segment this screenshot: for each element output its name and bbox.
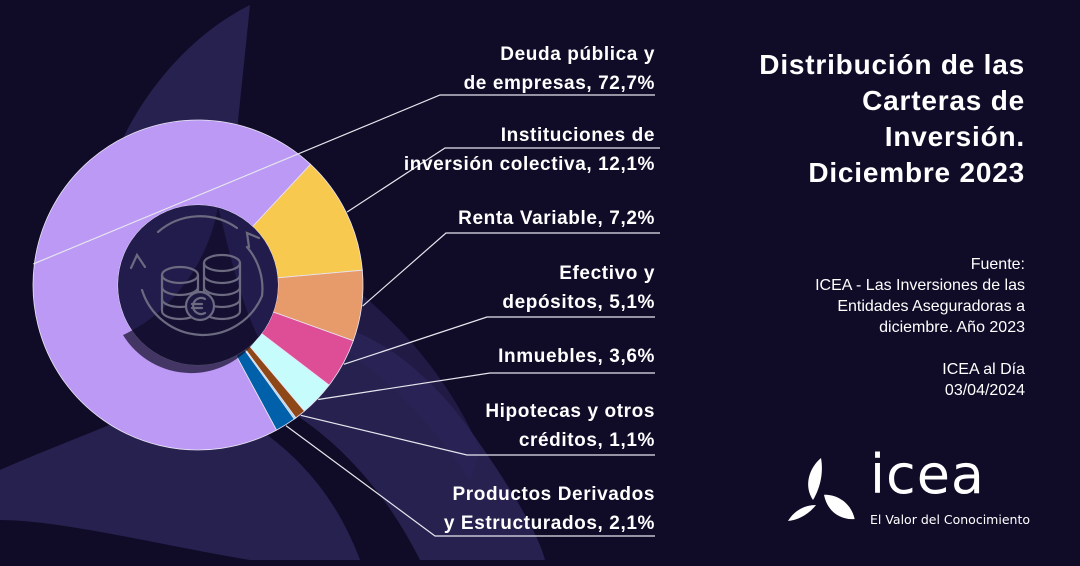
label-hipotecas: Hipotecas y otros créditos, 1,1% [485,397,655,455]
label-efectivo-line1: Efectivo y [559,263,655,284]
source-date: 03/04/2024 [944,382,1025,399]
leader-lines [33,94,660,537]
icea-leaf-icon [788,458,855,521]
leader-line-renta-variable [362,232,660,307]
leader-line-deuda-p-blica-y-de-empresas [33,94,655,265]
title-line-1: Distribución de las [759,49,1025,80]
leader-line-inmuebles [318,372,655,401]
label-derivados-line2: y Estructurados, 2,1% [443,513,655,534]
page-title: Distribución de las Carteras de Inversió… [685,47,1025,191]
label-instituciones-line1: Instituciones de [500,125,655,146]
label-deuda: Deuda pública y de empresas, 72,7% [464,40,655,98]
source-line-3: diciembre. Año 2023 [879,319,1025,336]
source-heading: Fuente: [970,256,1025,273]
icea-logo: icea El Valor del Conocimiento [786,443,1046,530]
label-hipotecas-line1: Hipotecas y otros [485,401,655,422]
label-hipotecas-line2: créditos, 1,1% [518,430,655,451]
source-line-1: ICEA - Las Inversiones de las [815,277,1025,294]
leader-line-efectivo-y-dep-sitos [343,316,655,365]
label-derivados-line1: Productos Derivados [452,484,655,505]
source-block: Fuente: ICEA - Las Inversiones de las En… [725,254,1025,401]
label-deuda-line2: de empresas, 72,7% [463,73,655,94]
label-renta-variable: Renta Variable, 7,2% [458,204,655,233]
label-instituciones: Instituciones de inversión colectiva, 12… [404,121,655,179]
bg-dark-gap [230,390,420,560]
leader-line-instituciones-de-inversi-n-colectiva [346,147,660,213]
label-inmuebles-line1: Inmuebles, 3,6% [498,346,655,367]
euro-coins-cycle-icon [129,215,264,336]
label-renta-variable-line1: Renta Variable, 7,2% [458,208,655,229]
source-publication: ICEA al Día [942,361,1025,378]
source-line-2: Entidades Aseguradoras a [837,298,1025,315]
label-efectivo: Efectivo y depósitos, 5,1% [502,259,655,317]
label-instituciones-line2: inversión colectiva, 12,1% [403,154,655,175]
title-line-4: Diciembre 2023 [808,157,1025,188]
label-inmuebles: Inmuebles, 3,6% [498,342,655,371]
logo-wordmark: icea [870,443,986,506]
title-line-2: Carteras de [862,85,1025,116]
leader-line-productos-derivados-y-estructurados [285,425,655,537]
source-spacer [725,338,1025,359]
bg-leaf-band [330,270,480,480]
leader-line-hipotecas-y-otros-cr-ditos [300,414,655,456]
title-line-3: Inversión. [884,121,1025,152]
label-derivados: Productos Derivados y Estructurados, 2,1… [444,480,655,538]
logo-tagline: El Valor del Conocimiento [870,512,1030,527]
label-efectivo-line2: depósitos, 5,1% [502,292,655,313]
label-deuda-line1: Deuda pública y [500,44,655,65]
